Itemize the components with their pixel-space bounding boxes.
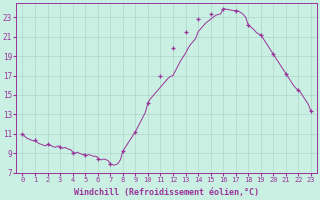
X-axis label: Windchill (Refroidissement éolien,°C): Windchill (Refroidissement éolien,°C) — [74, 188, 259, 197]
